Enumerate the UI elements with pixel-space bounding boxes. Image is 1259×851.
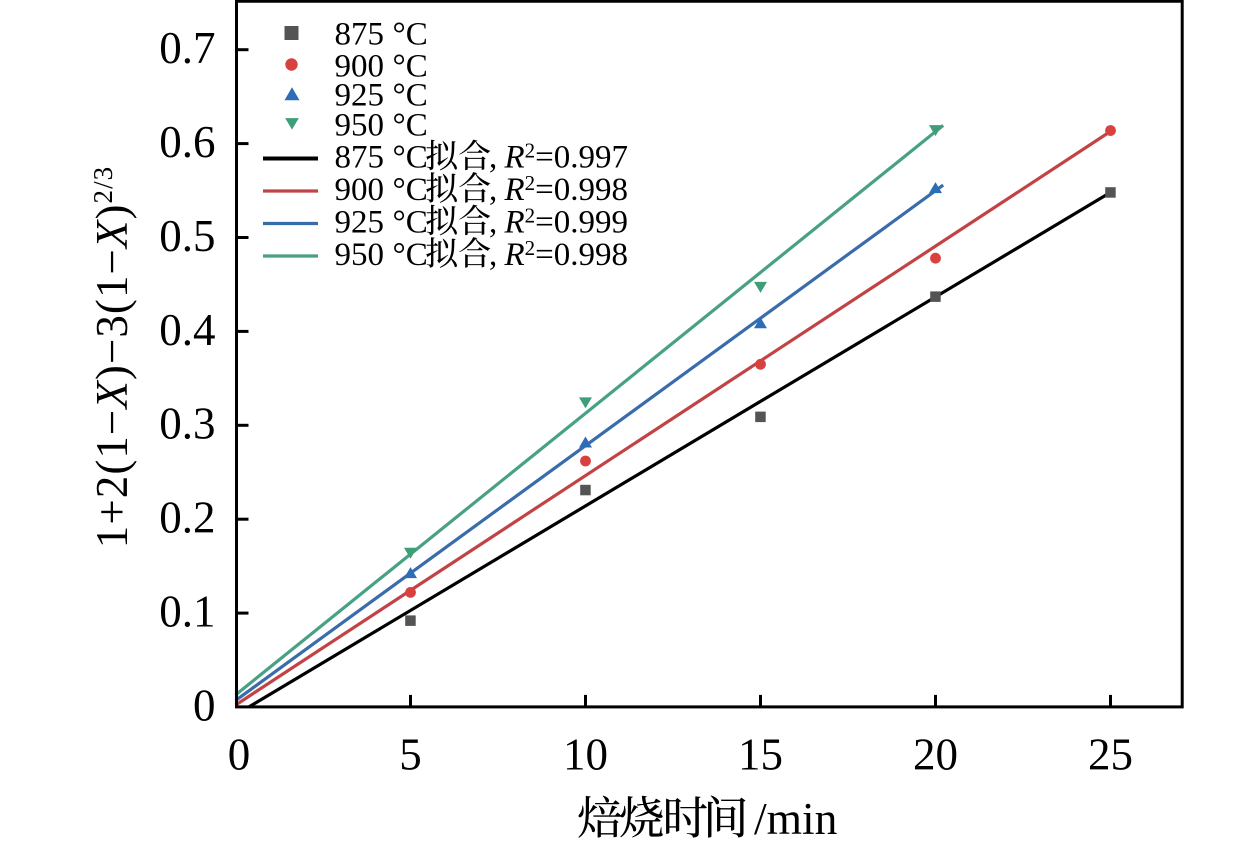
svg-text:875: 875	[335, 17, 385, 53]
svg-text:°C: °C	[393, 17, 428, 53]
svg-text:15: 15	[738, 730, 783, 780]
svg-text:0.5: 0.5	[159, 211, 215, 261]
svg-text:20: 20	[913, 730, 958, 780]
svg-text:900: 900	[335, 172, 385, 208]
svg-text:0.2: 0.2	[159, 493, 215, 543]
svg-text:R2=0.998: R2=0.998	[504, 171, 629, 208]
svg-text:,: ,	[489, 172, 497, 208]
svg-text:°C: °C	[393, 205, 428, 241]
svg-text:°C: °C	[393, 140, 428, 176]
svg-text:1+2(1−X)−3(1−X)2/3: 1+2(1−X)−3(1−X)2/3	[87, 166, 137, 548]
svg-text:10: 10	[563, 730, 608, 780]
svg-text:°C: °C	[393, 108, 428, 144]
svg-text:R2=0.999: R2=0.999	[504, 204, 629, 241]
svg-text:0.7: 0.7	[159, 23, 215, 73]
svg-text:,: ,	[489, 140, 497, 176]
svg-text:°C: °C	[393, 78, 428, 114]
svg-text:R2=0.998: R2=0.998	[504, 236, 629, 273]
svg-text:R2=0.997: R2=0.997	[504, 139, 629, 176]
svg-text:875: 875	[335, 140, 385, 176]
svg-text:925: 925	[335, 205, 385, 241]
svg-text:25: 25	[1088, 730, 1133, 780]
svg-text:0: 0	[193, 680, 216, 730]
svg-text:950: 950	[335, 237, 385, 273]
svg-text:950: 950	[335, 108, 385, 144]
svg-text:0.6: 0.6	[159, 117, 215, 167]
svg-text:°C: °C	[393, 237, 428, 273]
svg-text:925: 925	[335, 78, 385, 114]
svg-text:900: 900	[335, 49, 385, 85]
svg-text:,: ,	[489, 205, 497, 241]
svg-text:,: ,	[489, 237, 497, 273]
svg-text:°C: °C	[393, 49, 428, 85]
svg-text:°C: °C	[393, 172, 428, 208]
svg-text:/min: /min	[754, 793, 838, 844]
svg-text:0.3: 0.3	[159, 399, 215, 449]
svg-text:0.4: 0.4	[159, 305, 215, 355]
svg-text:0.1: 0.1	[159, 587, 215, 637]
svg-text:0: 0	[228, 730, 251, 780]
svg-text:5: 5	[399, 730, 422, 780]
